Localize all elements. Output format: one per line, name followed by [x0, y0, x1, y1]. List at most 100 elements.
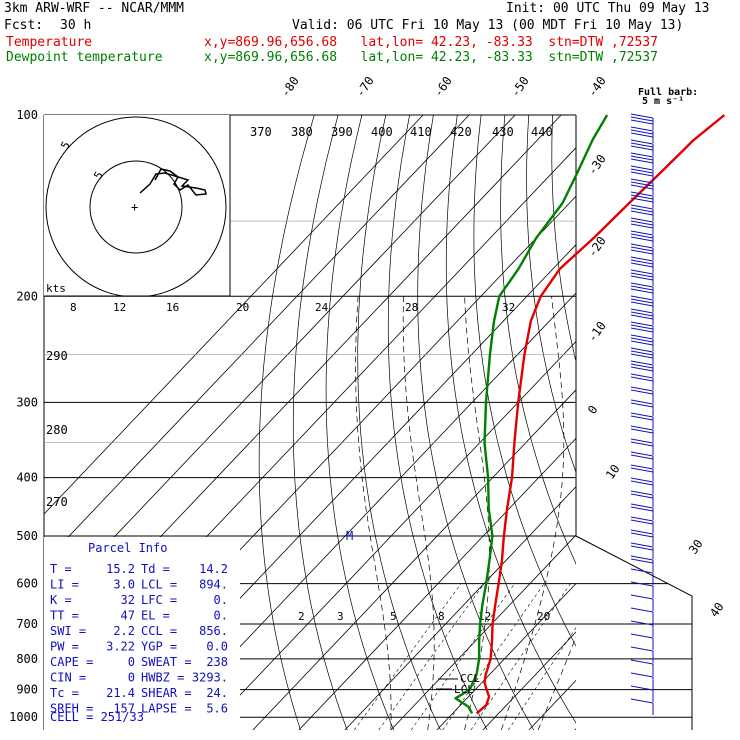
level-marker-m: M [346, 529, 353, 543]
wind-barb-flag [630, 129, 654, 135]
isotherm [621, 115, 740, 730]
pressure-tick-label: 600 [16, 577, 38, 591]
wind-speed-tick: 16 [166, 301, 179, 314]
wind-speed-tick: 20 [236, 301, 249, 314]
wind-barb-flag [630, 506, 654, 512]
wind-barb-flag [630, 337, 654, 343]
wind-barb-flag [630, 340, 654, 346]
dry-adiabat [473, 115, 576, 647]
wind-barb-flag [630, 204, 654, 210]
theta-label: 270 [46, 495, 68, 509]
parcel-field-name: LCL = [141, 578, 177, 592]
wind-barb-flag [630, 301, 654, 307]
wind-barb-flag [630, 366, 654, 372]
wind-barb-flag [630, 285, 654, 291]
dry-adiabat [417, 115, 535, 730]
moist-adiabat [402, 296, 435, 730]
theta-label: 280 [46, 423, 68, 437]
wind-barb-flag [630, 542, 654, 548]
wind-barb-flag [630, 607, 654, 613]
isotherm [390, 534, 576, 730]
wind-barb-flag [630, 350, 654, 356]
wind-barb-flag [630, 282, 654, 288]
parcel-field-value: 24. [206, 686, 228, 700]
wind-barb-flag [630, 428, 654, 434]
temperature-tick-label: -60 [431, 74, 455, 100]
dry-adiabat [325, 115, 395, 730]
parcel-field-value: 0. [214, 593, 228, 607]
theta-label: 410 [410, 125, 432, 139]
parcel-field-value: 32 [121, 593, 135, 607]
temperature-tick-label: -30 [585, 152, 609, 178]
wind-barb-flag [630, 386, 654, 392]
wind-barb-flag [630, 376, 654, 382]
parcel-field-name: T = [50, 562, 72, 576]
wind-barb-flag [630, 454, 654, 460]
parcel-field-name: SREH = [50, 702, 93, 716]
pressure-tick-label: 200 [16, 289, 38, 303]
dry-adiabat [696, 115, 740, 730]
wind-barb-flag [630, 275, 654, 281]
wind-barb-flag [630, 311, 654, 317]
dewpoint-legend-info: x,y=869.96,656.68 lat,lon= 42.23, -83.33… [204, 50, 658, 65]
wind-barb-flag [630, 155, 654, 161]
wind-barb-flag [630, 308, 654, 314]
wind-barb-flag [630, 480, 654, 486]
mixing-ratio-label: 8 [438, 610, 445, 623]
mixing-ratio-label: 20 [537, 610, 550, 623]
wind-barb-flag [630, 324, 654, 330]
wind-barb-flag [630, 197, 654, 203]
theta-label: 390 [331, 125, 353, 139]
wind-barb-flag [630, 633, 654, 639]
parcel-field-name: LAPSE = [141, 702, 192, 716]
wind-barb-flag [630, 620, 654, 626]
parcel-field-value: 3293. [192, 671, 228, 685]
wind-barb-flag [630, 438, 654, 444]
parcel-field-name: LFC = [141, 593, 177, 607]
valid-time: Valid: 06 UTC Fri 10 May 13 (00 MDT Fri … [292, 18, 684, 33]
parcel-field-value: 3.22 [106, 640, 135, 654]
wind-barb-flag [630, 412, 654, 418]
wind-barbs [630, 113, 654, 715]
wind-barb-flag [630, 126, 654, 132]
wind-barb-flag [630, 555, 654, 561]
pressure-tick-label: 400 [16, 471, 38, 485]
hodograph-trace [139, 168, 207, 196]
isotherm [252, 389, 576, 730]
isotherm [574, 728, 576, 730]
dry-adiabat [648, 115, 740, 730]
wind-barb-flag [630, 519, 654, 525]
mixing-ratio-label: 2 [298, 610, 305, 623]
temperature-tick-label: -70 [353, 74, 377, 100]
parcel-field-value: 5.6 [206, 702, 228, 716]
isotherm [44, 115, 424, 515]
wind-barb-flag [630, 184, 654, 190]
dewpoint-profile [454, 114, 609, 714]
mixing-ratio-line [354, 583, 462, 730]
wind-barb-flag [630, 152, 654, 158]
wind-speed-tick: 24 [315, 301, 329, 314]
dry-adiabat [576, 115, 740, 730]
parcel-field-name: SWEAT = [141, 655, 192, 669]
dry-adiabat [292, 115, 348, 730]
dry-adiabat [387, 115, 488, 730]
wind-barb-flag [630, 142, 654, 148]
temperature-profile [475, 114, 726, 715]
dry-adiabat [500, 115, 576, 565]
theta-label: 380 [291, 125, 313, 139]
wind-barb-flag [630, 230, 654, 236]
parcel-field-name: SWI = [50, 624, 86, 638]
wind-barb-flag [630, 399, 654, 405]
theta-label: 430 [492, 125, 514, 139]
theta-labels: 370 380 390 400 410 420 430 440 290 280 270 [46, 125, 553, 509]
wind-barb-flag [630, 334, 654, 340]
wind-barb-flag [630, 672, 654, 678]
theta-label: 400 [371, 125, 393, 139]
wind-barb-legend: Full barb: 5 m s⁻¹ [638, 87, 698, 107]
moist-adiabat [355, 296, 392, 730]
parcel-field-name: Td = [141, 562, 170, 576]
temperature-legend-info: x,y=869.96,656.68 lat,lon= 42.23, -83.33… [204, 35, 658, 50]
plot-boundary-skew [575, 535, 693, 730]
wind-speed-tick: 32 [502, 301, 515, 314]
